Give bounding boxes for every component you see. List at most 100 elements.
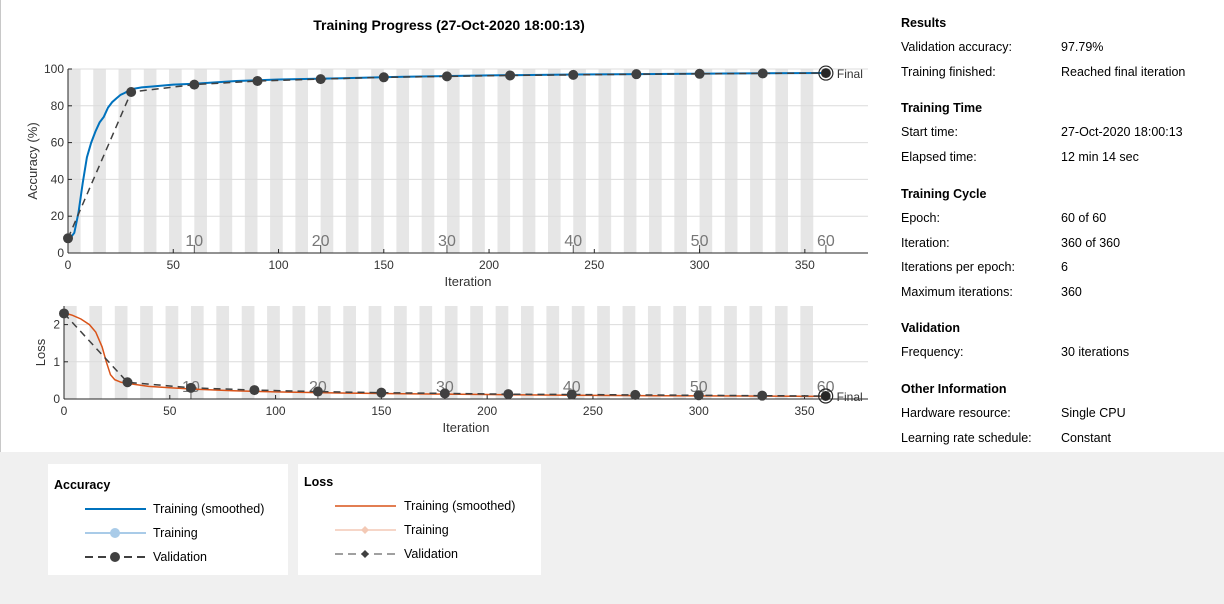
x-tick-label: 200 bbox=[477, 404, 497, 418]
x-tick-label: 350 bbox=[795, 404, 815, 418]
epoch-label: 40 bbox=[563, 379, 581, 396]
validation-point bbox=[189, 79, 200, 90]
x-tick-label: 300 bbox=[689, 404, 709, 418]
training-progress-panel: Training Progress (27-Oct-2020 18:00:13)… bbox=[0, 0, 1224, 452]
accuracy-axes: 10 20 30 40 50 60 0 20 40 60 80 100 0 50 100 150 200 250 3… bbox=[25, 62, 868, 289]
validation-point bbox=[185, 382, 196, 393]
validation-point bbox=[505, 70, 516, 81]
epoch-band bbox=[190, 306, 204, 399]
results-section-heading: Other Information bbox=[901, 382, 1007, 396]
epoch-label: 60 bbox=[817, 233, 835, 250]
epoch-band bbox=[724, 69, 738, 253]
results-key: Iterations per epoch: bbox=[901, 260, 1015, 274]
results-section-heading: Validation bbox=[901, 321, 961, 335]
final-marker bbox=[818, 388, 834, 404]
results-value: 30 iterations bbox=[1061, 345, 1130, 359]
x-tick-label: 0 bbox=[65, 258, 72, 272]
results-value: 360 of 360 bbox=[1061, 235, 1121, 250]
epoch-band bbox=[292, 306, 306, 399]
epoch-band bbox=[522, 69, 536, 253]
validation-point bbox=[693, 390, 704, 401]
y-tick-label: 100 bbox=[44, 62, 64, 76]
epoch-band bbox=[446, 69, 460, 253]
results-key: Learning rate schedule: bbox=[901, 430, 1032, 445]
epoch-band bbox=[674, 69, 687, 253]
epoch-band bbox=[270, 69, 283, 253]
plots-area: Training Progress (27-Oct-2020 18:00:13)… bbox=[25, 17, 868, 435]
x-tick-label: 50 bbox=[163, 404, 177, 418]
y-axis-label: Accuracy (%) bbox=[25, 122, 40, 199]
validation-point bbox=[568, 69, 579, 80]
validation-point bbox=[126, 87, 137, 97]
epoch-label: 30 bbox=[438, 233, 456, 250]
final-marker bbox=[818, 65, 834, 81]
y-tick-label: 80 bbox=[51, 99, 65, 113]
x-tick-label: 150 bbox=[374, 258, 394, 272]
epoch-label: 60 bbox=[817, 379, 835, 396]
epoch-band bbox=[343, 306, 356, 399]
x-tick-label: 350 bbox=[795, 258, 815, 272]
final-label: Final bbox=[837, 390, 863, 404]
x-tick-label: 300 bbox=[690, 258, 710, 272]
results-key: Maximum iterations: bbox=[901, 284, 1013, 299]
legend-item-loss-training: Training bbox=[298, 522, 541, 540]
results-section-heading: Results bbox=[901, 16, 947, 30]
validation-point bbox=[122, 377, 133, 388]
epoch-band bbox=[317, 306, 331, 399]
epoch-band bbox=[623, 69, 637, 253]
legend-item-loss-validation: Validation bbox=[298, 546, 541, 564]
validation-point bbox=[694, 68, 705, 79]
epoch-band bbox=[622, 306, 636, 399]
loss-legend: Loss Training (smoothed) Training Valida… bbox=[298, 464, 541, 575]
legend-item-accuracy-training: Training bbox=[48, 525, 288, 543]
epoch-band bbox=[421, 69, 435, 253]
results-value: 60 of 60 bbox=[1061, 211, 1107, 225]
epoch-band bbox=[571, 306, 585, 399]
y-tick-label: 2 bbox=[53, 318, 60, 332]
results-key: Hardware resource: bbox=[901, 406, 1011, 420]
epoch-band bbox=[750, 69, 763, 253]
epoch-band bbox=[775, 69, 788, 253]
epoch-band bbox=[93, 69, 106, 253]
epoch-band bbox=[419, 306, 433, 399]
results-section-heading: Training Time bbox=[901, 101, 983, 115]
validation-point bbox=[503, 389, 514, 400]
epoch-band bbox=[241, 306, 255, 399]
x-axis-label: Iteration bbox=[443, 420, 490, 435]
epoch-band bbox=[546, 306, 560, 399]
epoch-band bbox=[368, 306, 382, 399]
epoch-label: 50 bbox=[691, 233, 709, 250]
x-tick-label: 200 bbox=[479, 258, 499, 272]
epoch-band bbox=[64, 306, 77, 399]
y-tick-label: 20 bbox=[51, 209, 65, 223]
epoch-band bbox=[244, 69, 258, 253]
validation-point bbox=[59, 308, 69, 319]
results-value: 6 bbox=[1061, 260, 1068, 274]
legend-item-loss-smoothed: Training (smoothed) bbox=[335, 499, 516, 513]
results-key: Elapsed time: bbox=[901, 149, 977, 164]
epoch-band bbox=[140, 306, 153, 399]
epoch-band bbox=[800, 69, 814, 253]
validation-point bbox=[439, 388, 450, 399]
results-value: 360 bbox=[1061, 284, 1082, 299]
x-axis-label: Iteration bbox=[445, 274, 492, 289]
epoch-band bbox=[143, 69, 157, 253]
epoch-band bbox=[320, 69, 334, 253]
epoch-band bbox=[444, 306, 458, 399]
epoch-band bbox=[573, 69, 586, 253]
x-tick-label: 150 bbox=[371, 404, 391, 418]
validation-point bbox=[315, 74, 326, 85]
legend-item-accuracy-smoothed: Training (smoothed) bbox=[85, 502, 265, 516]
epoch-band bbox=[699, 69, 713, 253]
epoch-label: 40 bbox=[564, 233, 582, 250]
epoch-band bbox=[724, 306, 737, 399]
results-value: 27-Oct-2020 18:00:13 bbox=[1061, 125, 1183, 139]
epoch-band bbox=[598, 69, 612, 253]
validation-point bbox=[441, 71, 452, 82]
training-smoothed-line bbox=[65, 312, 826, 398]
epoch-band bbox=[371, 69, 384, 253]
results-value: 12 min 14 sec bbox=[1061, 149, 1139, 164]
epoch-band bbox=[495, 306, 509, 399]
x-tick-label: 250 bbox=[584, 258, 604, 272]
results-key: Epoch: bbox=[901, 211, 940, 225]
